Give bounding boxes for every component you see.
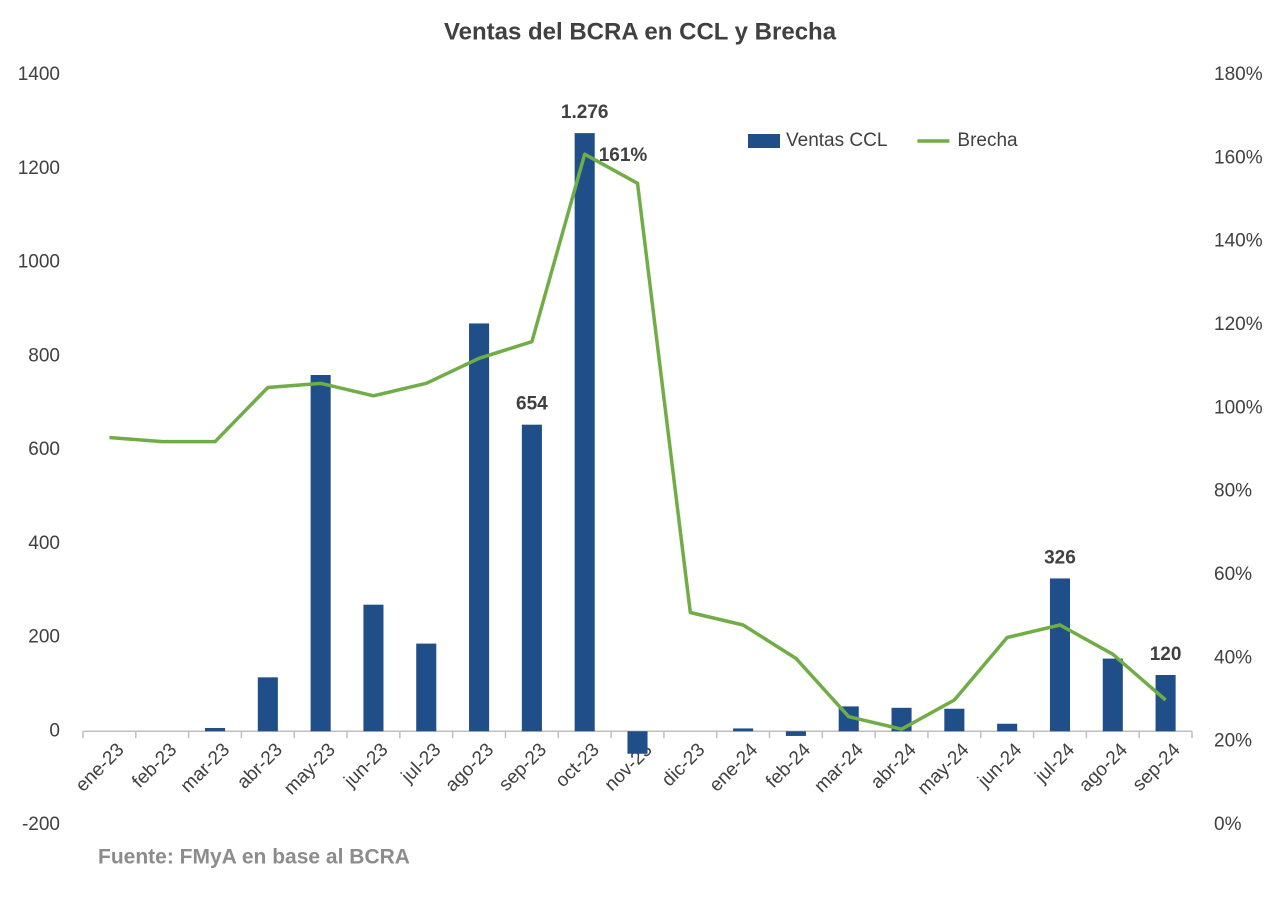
y2-tick-label: 20% — [1214, 731, 1252, 752]
y-tick-label: 800 — [28, 345, 60, 366]
y2-tick-label: 40% — [1214, 647, 1252, 668]
bar — [204, 727, 226, 732]
data-label: 326 — [1044, 547, 1076, 568]
y2-tick-label: 80% — [1214, 481, 1252, 502]
y-tick-label: -200 — [22, 814, 60, 835]
source-note: Fuente: FMyA en base al BCRA — [98, 846, 410, 869]
bar — [310, 375, 331, 732]
y2-tick-label: 140% — [1214, 231, 1263, 252]
bar — [944, 708, 965, 732]
y2-tick-label: 160% — [1214, 147, 1263, 168]
legend-label: Ventas CCL — [786, 130, 887, 151]
bar — [1102, 658, 1123, 732]
y2-tick-label: 0% — [1214, 814, 1242, 835]
y-tick-label: 200 — [28, 627, 60, 648]
bar — [257, 677, 278, 732]
data-label: 654 — [516, 394, 548, 415]
y-tick-label: 1000 — [18, 252, 60, 273]
bar — [521, 424, 542, 732]
bar — [469, 323, 490, 732]
bar — [627, 731, 648, 754]
y2-tick-label: 60% — [1214, 564, 1252, 585]
legend-swatch — [748, 134, 780, 148]
y-tick-label: 400 — [28, 533, 60, 554]
bar — [416, 643, 437, 732]
data-label: 1.276 — [561, 102, 609, 123]
data-label: 161% — [599, 145, 648, 166]
line — [109, 152, 1167, 731]
bar — [1155, 675, 1176, 732]
y2-tick-label: 100% — [1214, 397, 1263, 418]
y-tick-label: 1200 — [18, 158, 60, 179]
legend-label: Brecha — [957, 130, 1018, 151]
bar — [733, 728, 754, 732]
bar — [574, 133, 595, 732]
y-tick-label: 0 — [49, 720, 60, 741]
chart-title: Ventas del BCRA en CCL y Brecha — [444, 18, 837, 45]
y2-tick-label: 180% — [1214, 64, 1263, 85]
data-label: 120 — [1150, 644, 1182, 665]
y-tick-label: 1400 — [18, 64, 60, 85]
bar — [997, 723, 1018, 732]
bar — [785, 731, 806, 736]
bar — [1049, 578, 1071, 732]
y-tick-label: 600 — [28, 439, 60, 460]
y2-tick-label: 120% — [1214, 314, 1263, 335]
bar — [363, 604, 384, 732]
